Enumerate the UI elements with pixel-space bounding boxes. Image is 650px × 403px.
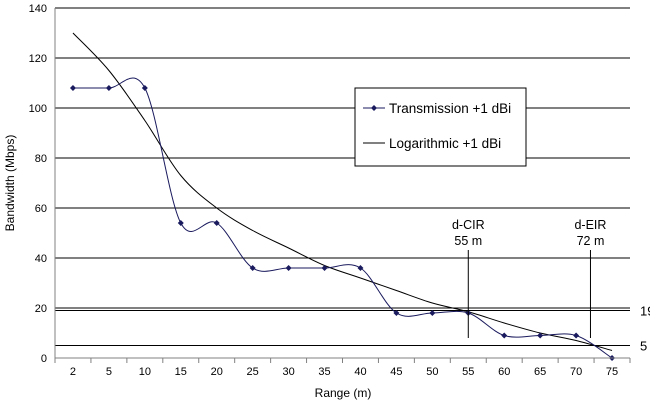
x-tick-2: 2 [70,366,76,378]
data-point-transmission-15 [177,220,184,226]
annotation-value-d-EIR: 72 m [577,234,605,248]
data-point-transmission-40 [357,265,364,271]
y-tick-20: 20 [35,303,47,315]
reference-label-5: 5 [640,339,647,354]
y-axis-title: Bandwidth (Mbps) [3,135,17,232]
y-tick-140: 140 [29,3,47,15]
x-tick-20: 20 [211,366,223,378]
x-tick-45: 45 [390,366,402,378]
data-point-transmission-25 [249,265,256,271]
annotation-value-d-CIR: 55 m [454,234,482,248]
y-tick-0: 0 [41,353,47,365]
y-tick-40: 40 [35,253,47,265]
y-tick-60: 60 [35,203,47,215]
data-point-transmission-60 [501,332,508,339]
data-point-transmission-50 [429,310,436,316]
x-tick-75: 75 [606,366,618,378]
x-axis-title: Range (m) [315,386,372,400]
data-point-transmission-35 [321,265,328,271]
x-tick-labels: 2 5 10 15 20 25 30 35 40 45 50 55 60 65 70 75 [54,358,631,378]
x-tick-70: 70 [570,366,582,378]
legend: Transmission +1 dBi Logarithmic +1 dBi [354,87,527,167]
data-point-transmission-2 [69,85,76,91]
data-point-transmission-20 [213,220,220,226]
data-point-transmission-45 [393,310,400,316]
y-tick-80: 80 [35,153,47,165]
reference-lines: 19 5 [55,304,650,354]
legend-marker-transmission [371,105,377,111]
y-tick-120: 120 [29,53,47,65]
annotation-label-d-CIR: d-CIR [452,218,485,232]
series-layer [69,32,616,361]
x-tick-50: 50 [426,366,438,378]
legend-label-transmission: Transmission +1 dBi [389,101,511,116]
x-tick-10: 10 [139,366,151,378]
x-tick-55: 55 [462,366,474,378]
x-tick-60: 60 [498,366,510,378]
legend-label-logarithmic: Logarithmic +1 dBi [389,136,501,151]
y-tick-labels: 0 20 40 60 80 100 120 140 [29,3,47,365]
data-point-transmission-5 [105,85,112,91]
annotations: d-CIR 55 m d-EIR 72 m [452,218,606,338]
data-point-transmission-65 [537,332,544,339]
series-line-transmission [72,77,613,359]
x-tick-40: 40 [354,366,366,378]
x-tick-15: 15 [175,366,187,378]
legend-box [354,87,527,167]
reference-label-19: 19 [640,304,650,319]
x-tick-25: 25 [247,366,259,378]
annotation-label-d-EIR: d-EIR [574,218,606,232]
x-tick-65: 65 [534,366,546,378]
series-line-logarithmic [72,32,613,351]
data-point-transmission-10 [141,85,148,91]
y-tick-100: 100 [29,103,47,115]
x-tick-5: 5 [106,366,112,378]
x-tick-30: 30 [282,366,294,378]
x-tick-35: 35 [318,366,330,378]
data-point-transmission-70 [573,332,580,339]
data-point-transmission-30 [285,265,292,271]
gridlines [55,7,630,309]
